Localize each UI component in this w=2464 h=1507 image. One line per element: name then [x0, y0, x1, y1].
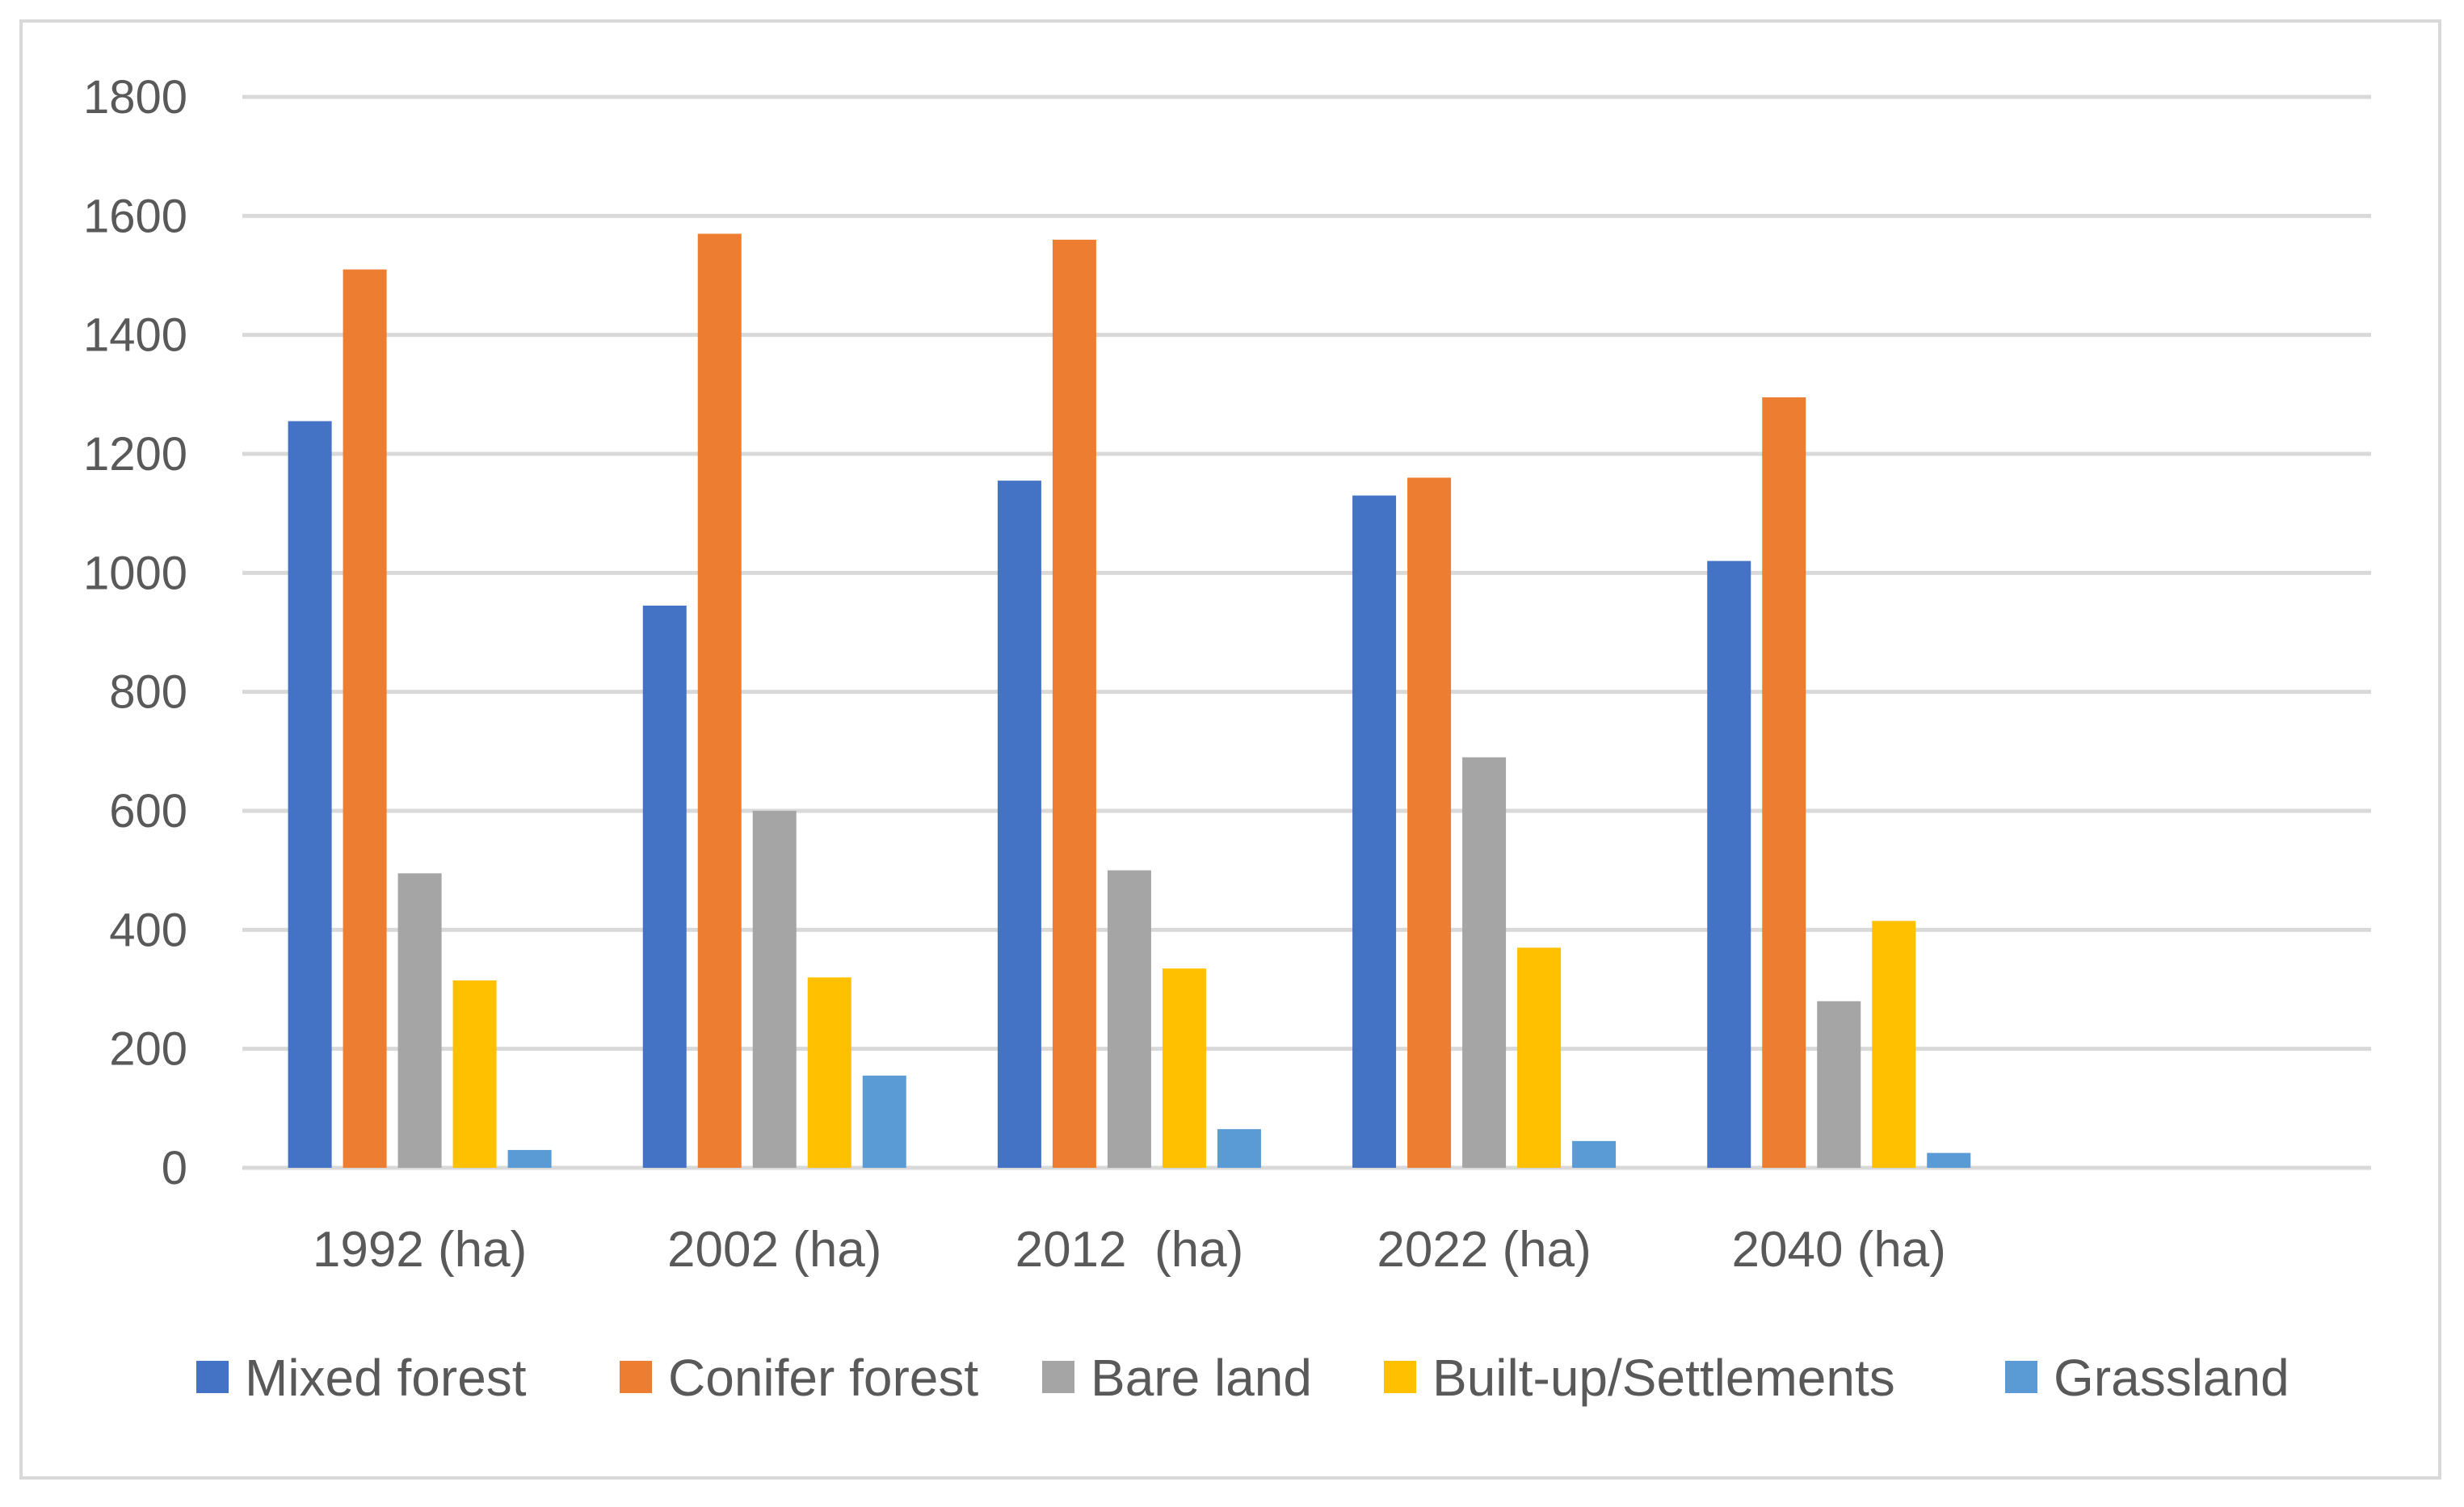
bar-bare-land-4: [1817, 1001, 1861, 1168]
y-tick-label: 1600: [83, 190, 187, 242]
legend-swatch: [1384, 1361, 1416, 1393]
bar-grassland-2: [1217, 1129, 1261, 1168]
legend-swatch: [620, 1361, 652, 1393]
bar-mixed-forest-1: [642, 605, 687, 1168]
y-tick-label: 1400: [83, 309, 187, 362]
y-tick-label: 200: [109, 1023, 187, 1076]
legend-swatch: [1042, 1361, 1074, 1393]
chart-frame: [19, 19, 2441, 1480]
y-tick-label: 400: [109, 904, 187, 956]
x-category-label: 2022 (ha): [1377, 1222, 1591, 1278]
x-category-label: 2012 (ha): [1015, 1222, 1244, 1278]
bar-mixed-forest-2: [997, 481, 1041, 1168]
y-tick-label: 800: [109, 666, 187, 719]
y-tick-label: 600: [109, 785, 187, 837]
x-category-label: 2040 (ha): [1732, 1222, 1946, 1278]
legend-swatch: [2005, 1361, 2037, 1393]
bar-built-up-settlements-4: [1872, 921, 1916, 1168]
legend-label: Mixed forest: [245, 1349, 527, 1407]
bar-conifer-forest-2: [1052, 239, 1096, 1168]
bar-built-up-settlements-3: [1517, 947, 1562, 1168]
bar-bare-land-0: [397, 873, 442, 1168]
bar-bare-land-1: [752, 811, 797, 1168]
bar-conifer-forest-3: [1407, 477, 1452, 1168]
bar-conifer-forest-1: [697, 233, 742, 1168]
gridlines: [242, 94, 2371, 1170]
x-category-label: 2002 (ha): [667, 1222, 881, 1278]
bar-built-up-settlements-0: [452, 980, 497, 1168]
bar-grassland-3: [1572, 1140, 1617, 1168]
y-tick-label: 1000: [83, 547, 187, 599]
legend-label: Grassland: [2054, 1349, 2290, 1407]
y-tick-label: 0: [162, 1142, 187, 1194]
legend-label: Conifer forest: [668, 1349, 978, 1407]
legend: Mixed forest Conifer forest Bare land Built…: [196, 1349, 2290, 1407]
bar-mixed-forest-4: [1707, 560, 1751, 1168]
bar-grassland-0: [507, 1149, 552, 1168]
bar-mixed-forest-0: [288, 421, 332, 1168]
legend-label: Bare land: [1091, 1349, 1312, 1407]
bar-bare-land-3: [1462, 757, 1507, 1168]
legend-swatch: [196, 1361, 229, 1393]
y-tick-label: 1800: [83, 71, 187, 124]
bar-bare-land-2: [1107, 870, 1151, 1168]
bar-conifer-forest-4: [1762, 397, 1806, 1168]
bar-built-up-settlements-1: [807, 977, 851, 1168]
bar-built-up-settlements-2: [1162, 968, 1206, 1168]
legend-label: Built-up/Settlements: [1432, 1349, 1895, 1407]
y-tick-label: 1200: [83, 428, 187, 481]
x-category-label: 1992 (ha): [313, 1222, 527, 1278]
bar-grassland-1: [862, 1075, 906, 1168]
bars: [288, 233, 1971, 1169]
bar-grassland-4: [1927, 1152, 1971, 1168]
x-axis-categories: 1992 (ha) 2002 (ha) 2012 (ha) 2022 (ha) 2040…: [313, 1222, 1946, 1278]
bar-mixed-forest-3: [1352, 495, 1397, 1168]
bar-conifer-forest-0: [343, 269, 387, 1169]
y-axis-ticks: 0 200 400 600 800 1000 1200 1400 1600 1800: [83, 71, 187, 1194]
